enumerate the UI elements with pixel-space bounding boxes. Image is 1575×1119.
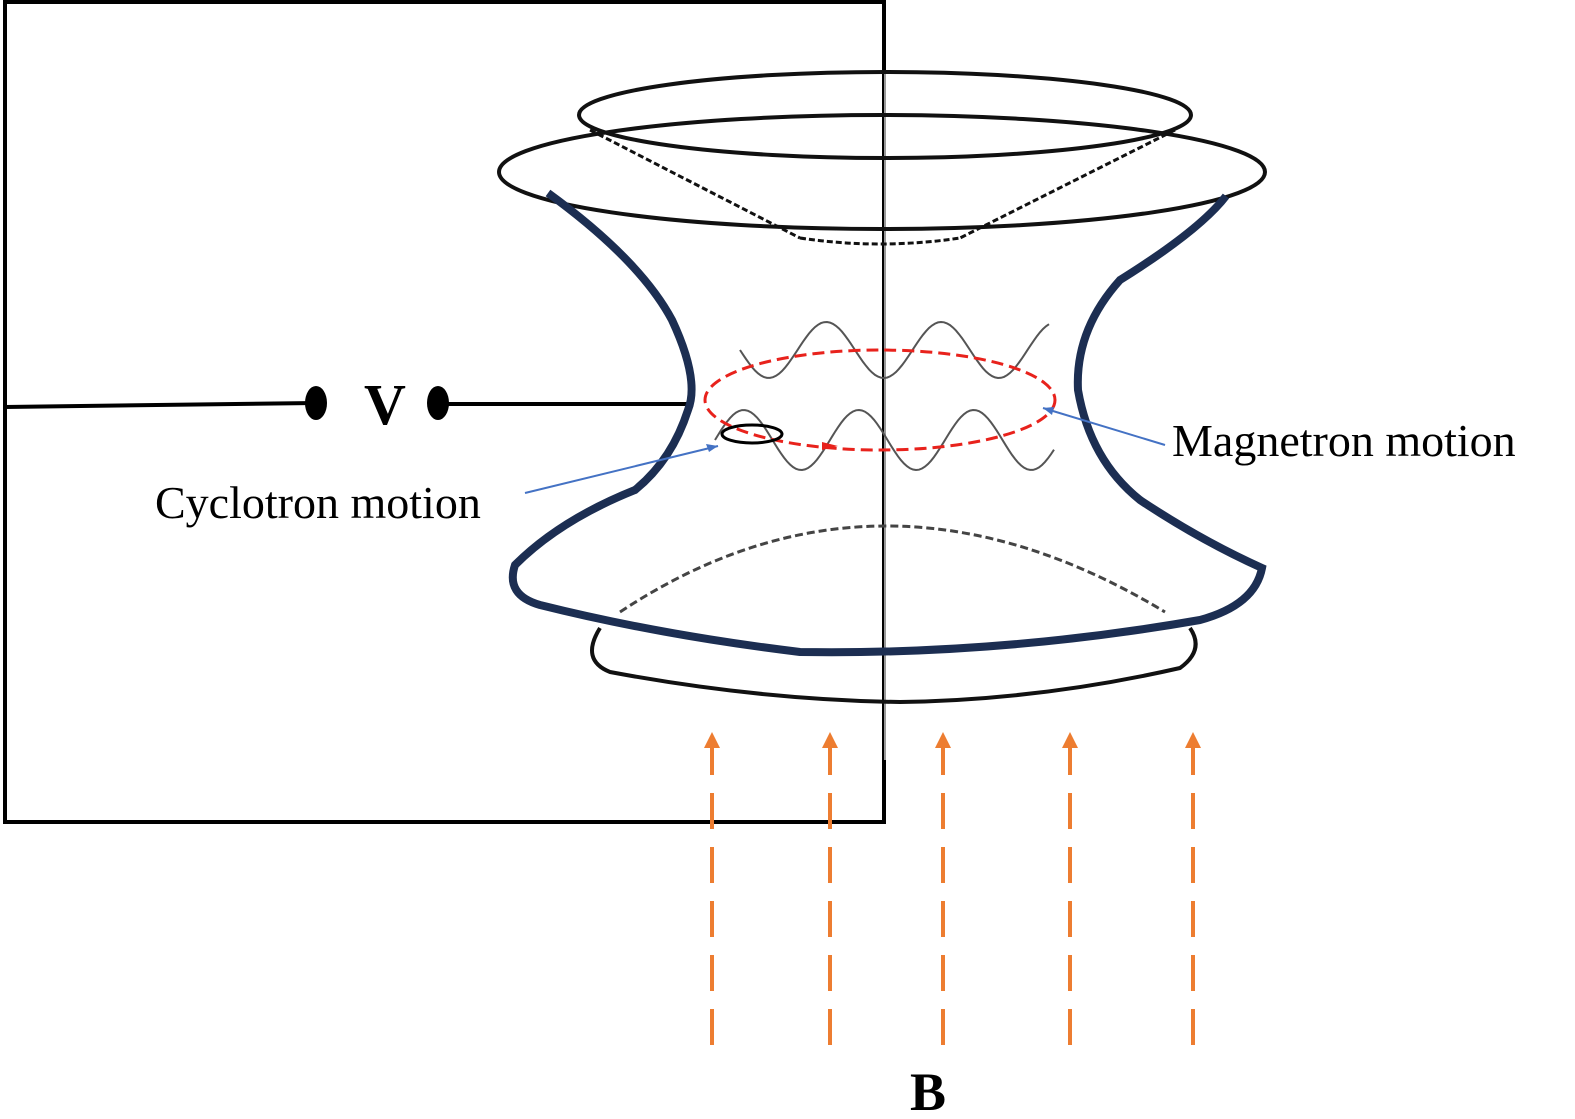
terminal <box>427 386 449 420</box>
axial-wave <box>739 320 1050 380</box>
pointer-head <box>706 444 718 452</box>
top-endcap <box>497 70 1267 246</box>
pointer <box>1042 407 1166 446</box>
cyclotron-label: Cyclotron motion <box>155 477 481 528</box>
voltage-label: V <box>364 372 406 437</box>
endcap-ring <box>577 70 1193 160</box>
field-label: B <box>910 1062 946 1119</box>
magnetron-label: Magnetron motion <box>1172 415 1516 466</box>
field-arrowhead <box>704 732 720 748</box>
bottom-endcap-dashed <box>619 524 1166 614</box>
wire-left <box>4 401 317 409</box>
field-arrowhead <box>1062 732 1078 748</box>
field-arrowhead <box>1185 732 1201 748</box>
orbit-arrow <box>822 442 838 450</box>
endcap-inner <box>589 128 1176 246</box>
pointer <box>524 445 719 494</box>
field-arrowhead <box>822 732 838 748</box>
cyclotron-orbit <box>720 423 784 445</box>
field-arrowhead <box>935 732 951 748</box>
terminal <box>305 386 327 420</box>
field-arrows <box>704 732 1201 1045</box>
bottom-endcap <box>590 626 1198 705</box>
ring-electrode <box>508 189 1267 657</box>
pointer-head <box>1043 407 1054 415</box>
endcap-ring <box>497 113 1267 231</box>
magnetron-orbit <box>703 348 1057 452</box>
